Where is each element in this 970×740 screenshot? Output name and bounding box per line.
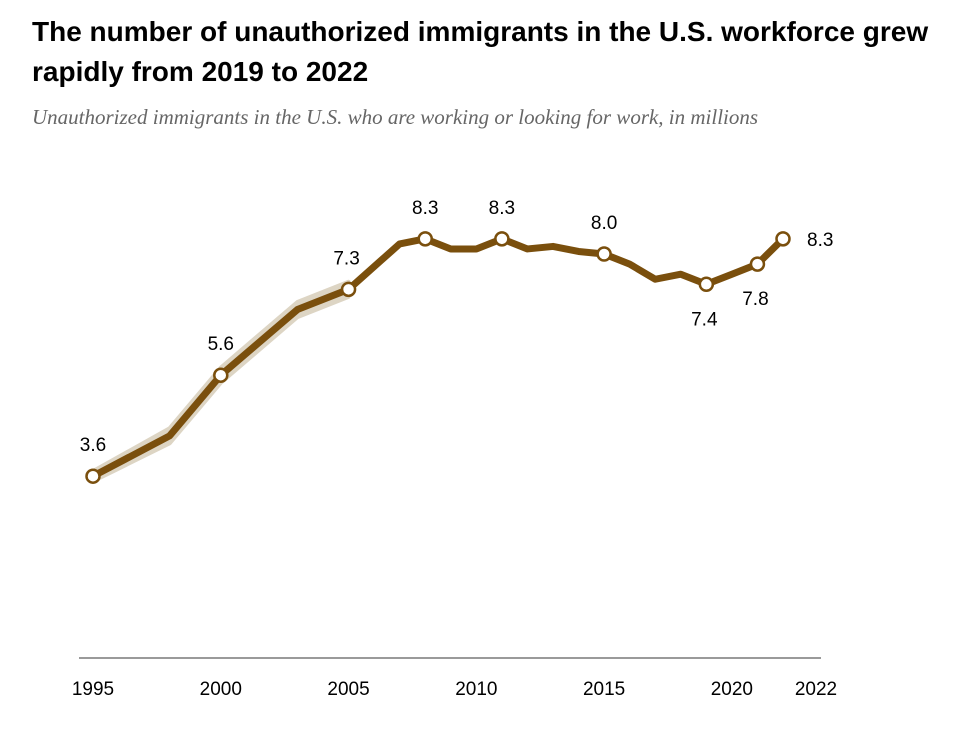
data-label: 8.3 [412, 198, 438, 219]
x-tick-label: 2022 [795, 679, 837, 700]
point-marker [494, 231, 510, 247]
data-label: 7.4 [691, 309, 718, 330]
x-tick-label: 2000 [200, 679, 242, 700]
x-tick-label: 1995 [72, 679, 114, 700]
point-markers [85, 231, 791, 484]
x-tick-label: 2005 [327, 679, 369, 700]
point-marker [775, 231, 791, 247]
data-label: 3.6 [80, 435, 106, 456]
data-label: 5.6 [208, 334, 234, 355]
point-marker [596, 246, 612, 262]
series-line [89, 235, 787, 480]
point-marker [213, 367, 229, 383]
point-marker [417, 231, 433, 247]
data-label: 7.3 [333, 248, 359, 269]
point-marker [698, 276, 715, 293]
x-tick-labels: 1995 2000 2005 2010 2015 2020 2022 [72, 679, 837, 700]
x-tick-label: 2010 [455, 679, 497, 700]
data-labels: 3.6 5.6 7.3 8.3 8.3 8.0 7.4 7.8 8.3 [80, 198, 834, 456]
data-label: 8.0 [591, 213, 617, 234]
data-label: 8.3 [489, 198, 515, 219]
series-line-layer [89, 235, 787, 480]
point-marker [340, 281, 357, 298]
chart-title: The number of unauthorized immigrants in… [32, 16, 929, 87]
point-marker [85, 468, 101, 484]
data-label: 8.3 [807, 230, 833, 251]
point-marker [749, 256, 766, 272]
data-label: 7.8 [742, 289, 768, 310]
x-tick-label: 2020 [711, 679, 753, 700]
chart-subtitle: Unauthorized immigrants in the U.S. who … [32, 105, 759, 129]
x-tick-label: 2015 [583, 679, 625, 700]
